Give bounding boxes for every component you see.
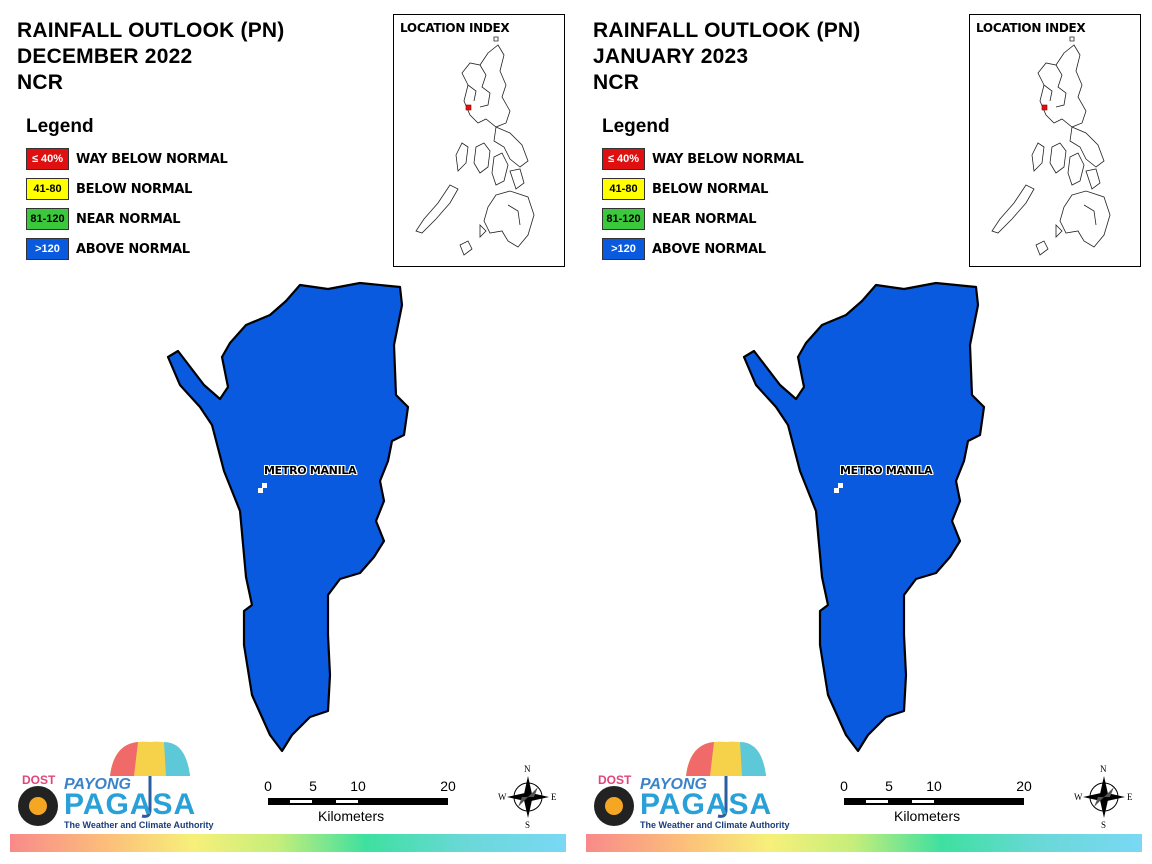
umbrella-icon <box>18 741 190 826</box>
legend-swatch: 81-120 <box>26 208 69 230</box>
north-arrow: N S E W <box>1074 764 1134 830</box>
compass-n: N <box>524 764 531 774</box>
scale-bar: 0 5 10 20 Kilometers <box>258 778 458 828</box>
footer-gradient-bar <box>586 834 1142 852</box>
scale-tick: 0 <box>840 778 848 794</box>
ncr-map-region <box>742 281 986 753</box>
legend-swatch: ≤ 40% <box>602 148 645 170</box>
compass-s: S <box>525 820 531 830</box>
scale-tick: 20 <box>1016 778 1032 794</box>
place-label-metro-manila: METRO MANILA <box>840 464 933 477</box>
compass-e: E <box>1127 792 1133 802</box>
legend-item-below: 41-80 BELOW NORMAL <box>26 178 192 208</box>
legend-item-way-below: ≤ 40% WAY BELOW NORMAL <box>602 148 804 178</box>
scale-bar-graphic <box>844 798 1024 805</box>
location-index-title: LOCATION INDEX <box>400 21 510 35</box>
logo-payong: PAYONG <box>640 776 707 793</box>
legend-swatch: 81-120 <box>602 208 645 230</box>
legend-swatch: 41-80 <box>602 178 645 200</box>
location-index: LOCATION INDEX <box>393 14 565 267</box>
footer-gradient-bar <box>10 834 566 852</box>
place-label-metro-manila: METRO MANILA <box>264 464 357 477</box>
ncr-highlight-marker <box>465 104 472 111</box>
scale-tick: 10 <box>350 778 366 794</box>
title-line-1: RAINFALL OUTLOOK (PN) <box>593 19 861 42</box>
location-index: LOCATION INDEX <box>969 14 1141 267</box>
philippines-map-icon <box>991 36 1111 256</box>
scale-tick: 5 <box>309 778 317 794</box>
title-line-3: NCR <box>593 71 640 94</box>
legend-swatch: 41-80 <box>26 178 69 200</box>
point-marker <box>834 488 839 493</box>
legend-item-above: >120 ABOVE NORMAL <box>602 238 766 268</box>
legend-item-above: >120 ABOVE NORMAL <box>26 238 190 268</box>
ncr-highlight-marker <box>1041 104 1048 111</box>
scale-tick: 0 <box>264 778 272 794</box>
ncr-fill-above-normal <box>742 281 986 753</box>
legend-label: ABOVE NORMAL <box>652 242 766 257</box>
scale-tick: 20 <box>440 778 456 794</box>
legend-label: NEAR NORMAL <box>652 212 757 227</box>
legend-item-near: 81-120 NEAR NORMAL <box>26 208 181 238</box>
logo-payong: PAYONG <box>64 776 131 793</box>
legend-label: ABOVE NORMAL <box>76 242 190 257</box>
point-marker <box>262 483 267 488</box>
scale-bar-graphic <box>268 798 448 805</box>
point-marker <box>258 488 263 493</box>
logo-pagasa: PAGASA <box>640 788 773 821</box>
legend: Legend ≤ 40% WAY BELOW NORMAL 41-80 BELO… <box>602 116 804 268</box>
ncr-map-region <box>166 281 410 753</box>
compass-w: W <box>498 792 507 802</box>
logo-dost: DOST <box>22 773 56 787</box>
legend-label: BELOW NORMAL <box>76 182 193 197</box>
legend-item-way-below: ≤ 40% WAY BELOW NORMAL <box>26 148 228 178</box>
pagasa-logo: DOST PAYONG PAGASA The Weather and Clima… <box>14 738 214 833</box>
scale-bar: 0 5 10 20 Kilometers <box>834 778 1034 828</box>
scale-tick: 10 <box>926 778 942 794</box>
pagasa-logo: DOST PAYONG PAGASA The Weather and Clima… <box>590 738 790 833</box>
logo-tagline: The Weather and Climate Authority <box>640 820 790 830</box>
compass-w: W <box>1074 792 1083 802</box>
legend-swatch: >120 <box>602 238 645 260</box>
legend-swatch: >120 <box>26 238 69 260</box>
legend-title: Legend <box>26 116 94 137</box>
logo-dost: DOST <box>598 773 632 787</box>
location-index-title: LOCATION INDEX <box>976 21 1086 35</box>
title-line-3: NCR <box>17 71 64 94</box>
point-marker <box>838 483 843 488</box>
legend-item-near: 81-120 NEAR NORMAL <box>602 208 757 238</box>
north-arrow: N S E W <box>498 764 558 830</box>
logo-pagasa: PAGASA <box>64 788 197 821</box>
legend: Legend ≤ 40% WAY BELOW NORMAL 41-80 BELO… <box>26 116 228 268</box>
umbrella-icon <box>594 741 766 826</box>
ncr-fill-above-normal <box>166 281 410 753</box>
title-line-2: JANUARY 2023 <box>593 45 749 68</box>
legend-label: BELOW NORMAL <box>652 182 769 197</box>
compass-rose-icon <box>1083 776 1125 818</box>
scale-unit: Kilometers <box>318 808 385 824</box>
legend-label: WAY BELOW NORMAL <box>652 152 804 167</box>
legend-label: WAY BELOW NORMAL <box>76 152 228 167</box>
legend-title: Legend <box>602 116 670 137</box>
scale-unit: Kilometers <box>894 808 961 824</box>
logo-tagline: The Weather and Climate Authority <box>64 820 214 830</box>
map-title: RAINFALL OUTLOOK (PN) DECEMBER 2022 NCR <box>17 18 284 96</box>
legend-swatch: ≤ 40% <box>26 148 69 170</box>
map-panel-december: RAINFALL OUTLOOK (PN) DECEMBER 2022 NCR … <box>10 14 566 852</box>
legend-item-below: 41-80 BELOW NORMAL <box>602 178 768 208</box>
compass-n: N <box>1100 764 1107 774</box>
title-line-1: RAINFALL OUTLOOK (PN) <box>17 19 285 42</box>
map-panel-january: RAINFALL OUTLOOK (PN) JANUARY 2023 NCR L… <box>576 0 1152 864</box>
map-title: RAINFALL OUTLOOK (PN) JANUARY 2023 NCR <box>593 18 860 96</box>
title-line-2: DECEMBER 2022 <box>17 45 193 68</box>
legend-label: NEAR NORMAL <box>76 212 181 227</box>
philippines-map-icon <box>415 36 535 256</box>
compass-rose-icon <box>507 776 549 818</box>
compass-e: E <box>551 792 557 802</box>
scale-tick: 5 <box>885 778 893 794</box>
compass-s: S <box>1101 820 1107 830</box>
